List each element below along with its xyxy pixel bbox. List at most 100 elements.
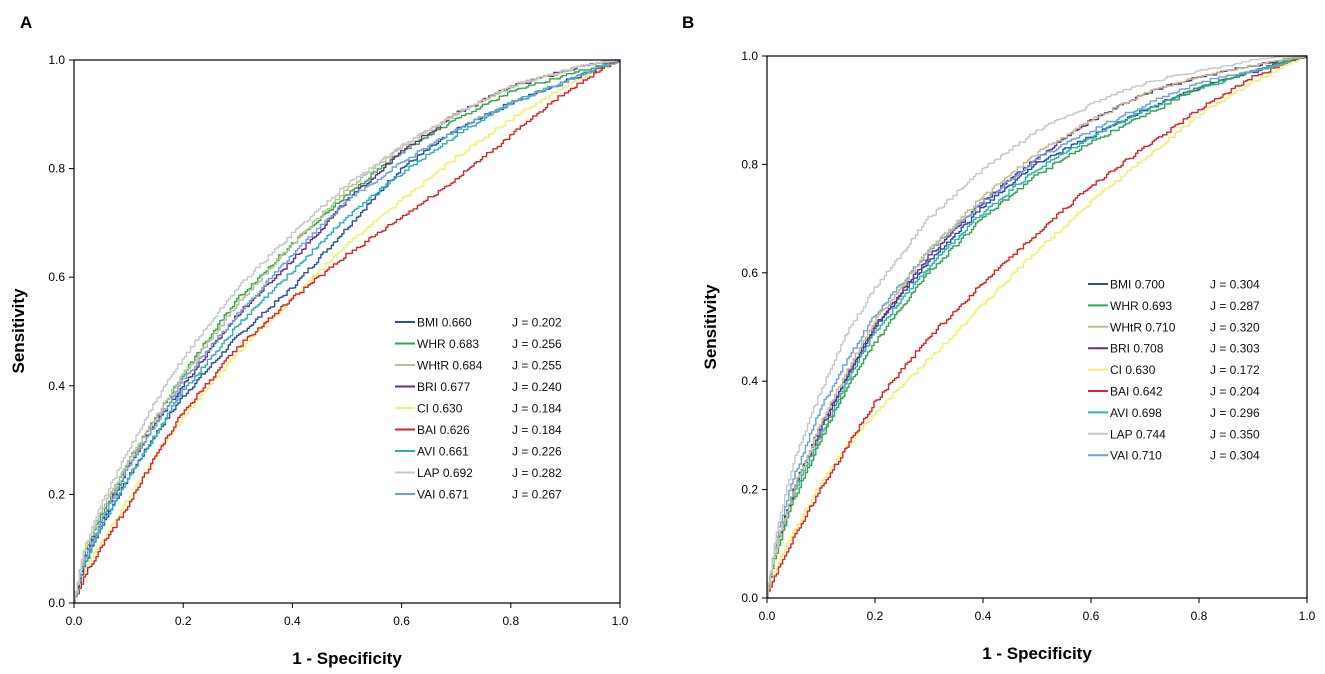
panel-b-y-tick-label: 1.0 — [741, 49, 758, 63]
panel-a-curves — [74, 59, 620, 604]
panel-a-legend-auc: 0.677 — [440, 380, 470, 394]
panel-b-legend-j-value: J = 0.320 — [1210, 320, 1260, 334]
panel-b-legend-name: WHR — [1110, 299, 1139, 313]
panel-a-legend-auc: 0.692 — [443, 466, 473, 480]
panel-a-legend-auc: 0.683 — [449, 337, 479, 351]
panel-b-roc-curve-vai — [767, 55, 1307, 599]
panel-a-x-tick-label: 1.0 — [612, 614, 629, 628]
panel-b-legend-j-value: J = 0.304 — [1210, 278, 1260, 292]
panel-a-x-tick-label: 0.6 — [393, 614, 410, 628]
panel-b-legend-auc: 0.710 — [1132, 449, 1162, 463]
panel-a-x-tick-label: 0.8 — [502, 614, 519, 628]
panel-b-legend-j-value: J = 0.296 — [1210, 406, 1260, 420]
panel-b-x-tick-label: 0.8 — [1191, 609, 1208, 623]
panel-b-legend-j-value: J = 0.350 — [1210, 427, 1260, 441]
panel-b-legend-label: WHtR 0.710 — [1110, 320, 1176, 334]
panel-b-legend-label: AVI 0.698 — [1110, 406, 1162, 420]
panel-b-roc-curve-bai — [767, 55, 1307, 599]
panel-b-legend-name: WHtR — [1110, 320, 1142, 334]
panel-b-y-tick-label: 0.4 — [741, 374, 758, 388]
panel-b-legend-label: WHR 0.693 — [1110, 299, 1172, 313]
panel-a-legend-label: BRI 0.677 — [417, 380, 471, 394]
panel-b-legend-label: BRI 0.708 — [1110, 342, 1164, 356]
panel-b-y-axis-title: Sensitivity — [701, 284, 720, 370]
panel-a-legend-auc: 0.660 — [442, 316, 472, 330]
panel-b-legend-auc: 0.693 — [1142, 299, 1172, 313]
panel-a-y-axis-title: Sensitivity — [9, 288, 28, 374]
panel-a-legend-auc: 0.661 — [439, 445, 469, 459]
panel-a-legend-label: AVI 0.661 — [417, 445, 469, 459]
panel-b-y-tick-label: 0.6 — [741, 266, 758, 280]
panel-b-legend-auc: 0.710 — [1145, 320, 1175, 334]
panel-b-plot-frame — [766, 55, 1308, 599]
panel-a-legend-name: BMI — [417, 316, 438, 330]
panel-a-legend-label: BMI 0.660 — [417, 316, 472, 330]
panel-b-y-tick-label: 0.8 — [741, 157, 758, 171]
panel-b-legend-name: VAI — [1110, 449, 1128, 463]
panel-b-legend-auc: 0.744 — [1136, 427, 1166, 441]
panel-a-letter: A — [20, 13, 32, 32]
panel-a-legend-label: WHtR 0.684 — [417, 359, 483, 373]
panel-b-x-tick-label: 1.0 — [1299, 609, 1316, 623]
panel-b-legend-j-value: J = 0.304 — [1210, 449, 1260, 463]
panel-b-legend: BMI 0.700 J = 0.304 WHR 0.693 J = 0.287 WHtR… — [1088, 278, 1260, 463]
panel-b-legend-j-value: J = 0.303 — [1210, 342, 1260, 356]
panel-a-legend-auc: 0.626 — [440, 423, 470, 437]
panel-a-legend-name: WHtR — [417, 359, 449, 373]
panel-a-legend-name: LAP — [417, 466, 440, 480]
panel-b-y-tick-label: 0.0 — [741, 591, 758, 605]
panel-a-roc-curve-whr — [74, 59, 620, 604]
panel-b-legend-auc: 0.700 — [1135, 278, 1165, 292]
panel-a-x-axis-title: 1 - Specificity — [292, 649, 402, 668]
panel-b-legend-label: CI 0.630 — [1110, 363, 1156, 377]
panel-a-x-tick-label: 0.4 — [284, 614, 301, 628]
panel-b-legend-j-value: J = 0.287 — [1210, 299, 1260, 313]
panel-a-ticks: 0.0 0.2 0.4 0.6 0.8 1.0 0.0 0.2 0.4 0.6 0.8 1.0 — [48, 53, 628, 628]
panel-b-curves — [767, 55, 1307, 599]
panel-a-legend-name: BRI — [417, 380, 437, 394]
panel-b-legend-j-value: J = 0.204 — [1210, 385, 1260, 399]
panel-a-legend-j-value: J = 0.226 — [512, 445, 562, 459]
panel-a-roc-curve-lap — [74, 59, 620, 604]
panel-a-roc-curve-ci — [74, 59, 620, 604]
panel-a-y-tick-label: 0.4 — [48, 379, 65, 393]
panel-a-legend-name: VAI — [417, 488, 435, 502]
panel-a-legend-j-value: J = 0.184 — [512, 402, 562, 416]
panel-a-roc-curve-bri — [74, 59, 620, 604]
panel-a-roc-curve-bmi — [74, 59, 620, 604]
panel-a-legend-name: AVI — [417, 445, 435, 459]
panel-b-letter: B — [682, 13, 694, 32]
panel-a-x-tick-label: 0.2 — [175, 614, 192, 628]
panel-a-roc-curve-avi — [74, 59, 620, 604]
panel-b-x-axis-title: 1 - Specificity — [982, 644, 1092, 663]
panel-b-roc-curve-lap — [767, 55, 1307, 599]
panel-a-y-tick-label: 0.0 — [48, 596, 65, 610]
panel-b-x-tick-label: 0.6 — [1083, 609, 1100, 623]
panel-b-legend-name: CI — [1110, 363, 1122, 377]
panel-a-roc-curve-vai — [74, 59, 620, 604]
panel-a-legend-auc: 0.684 — [452, 359, 482, 373]
panel-a-legend-j-value: J = 0.282 — [512, 466, 562, 480]
panel-b-legend-auc: 0.642 — [1133, 385, 1163, 399]
panel-b-legend-label: VAI 0.710 — [1110, 449, 1162, 463]
panel-a-y-tick-label: 1.0 — [48, 53, 65, 67]
panel-b-legend-label: BMI 0.700 — [1110, 278, 1165, 292]
panel-b-legend-j-value: J = 0.172 — [1210, 363, 1260, 377]
panel-b-y-tick-label: 0.2 — [741, 483, 758, 497]
panel-b-x-tick-label: 0.2 — [867, 609, 884, 623]
panel-b-legend-auc: 0.698 — [1132, 406, 1162, 420]
panel-b-legend-auc: 0.708 — [1133, 342, 1163, 356]
panel-a-legend-name: BAI — [417, 423, 436, 437]
panel-b-legend-name: BRI — [1110, 342, 1130, 356]
panel-b-x-tick-label: 0.0 — [759, 609, 776, 623]
panel-a-legend-label: BAI 0.626 — [417, 423, 470, 437]
panel-b-legend-name: BAI — [1110, 385, 1129, 399]
panel-b-roc-curve-whtr — [767, 55, 1307, 599]
panel-a-roc-curve-whtr — [74, 59, 620, 604]
panel-a-x-tick-label: 0.0 — [66, 614, 83, 628]
panel-a-legend-label: VAI 0.671 — [417, 488, 469, 502]
panel-b-legend-name: BMI — [1110, 278, 1131, 292]
panel-b-legend-label: LAP 0.744 — [1110, 427, 1166, 441]
panel-a-roc-curve-bai — [74, 59, 620, 604]
